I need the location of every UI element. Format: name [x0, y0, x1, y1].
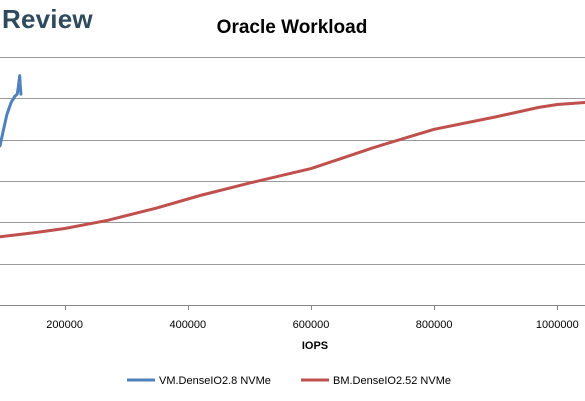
series-line-1: [0, 74, 23, 148]
x-tick-label: 600000: [293, 319, 330, 331]
legend-label: VM.DenseIO2.8 NVMe: [159, 375, 271, 387]
x-tick-labels: 200000 400000 600000 800000 1000000: [46, 305, 579, 331]
x-axis-label: IOPS: [302, 340, 328, 352]
gridlines: [0, 57, 585, 306]
brand-logo-text: Review: [2, 4, 93, 34]
series-lines: [0, 74, 585, 239]
x-tick-label: 400000: [169, 319, 206, 331]
series-line-2: [0, 101, 585, 239]
x-tick-label: 200000: [46, 319, 83, 331]
legend-label: BM.DenseIO2.52 NVMe: [333, 375, 451, 387]
x-tick-label: 1000000: [536, 319, 579, 331]
x-tick-label: 800000: [416, 319, 453, 331]
chart-title: Oracle Workload: [217, 17, 368, 38]
legend: VM.DenseIO2.8 NVMe BM.DenseIO2.52 NVMe: [127, 375, 451, 387]
